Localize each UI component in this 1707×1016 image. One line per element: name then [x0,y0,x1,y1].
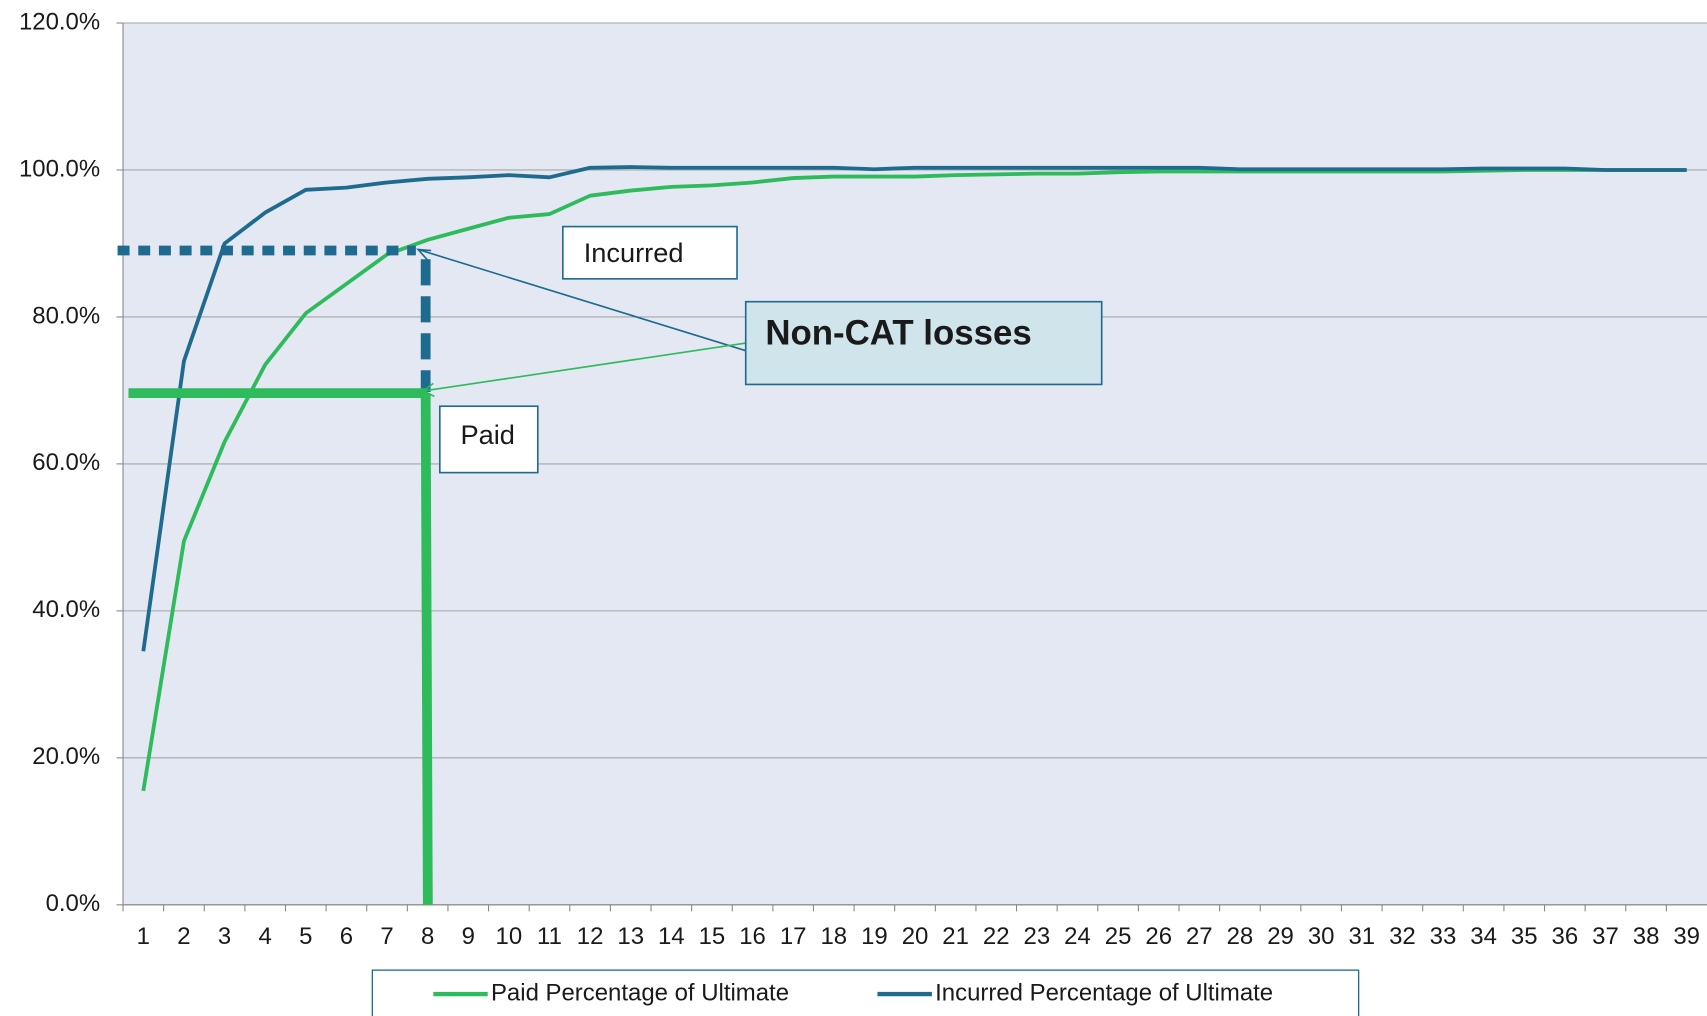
x-tick-label: 27 [1186,923,1213,950]
legend [371,969,1360,1016]
legend-label: Paid Percentage of Ultimate [491,979,789,1006]
x-tick-label: 10 [496,923,523,950]
x-tick-label: 12 [577,923,604,950]
y-tick-label: 0.0% [46,890,101,917]
series-line [141,165,1687,652]
x-tick-label: 2 [177,923,190,950]
x-tick-label: 39 [1673,923,1700,950]
x-tick-label: 35 [1511,923,1538,950]
x-tick-label: 28 [1227,923,1254,950]
y-tick-label: 80.0% [32,302,100,329]
x-tick-label: 22 [983,923,1010,950]
x-tick-label: 14 [658,923,685,950]
x-tick-label: 17 [780,923,807,950]
x-tick-label: 13 [617,923,644,950]
arrowhead [416,248,432,261]
x-tick-label: 30 [1308,923,1335,950]
x-tick-label: 6 [340,923,353,950]
x-tick-label: 37 [1592,923,1619,950]
x-tick-label: 34 [1470,923,1497,950]
y-tick-label: 60.0% [32,449,100,476]
arrow-incurred [417,248,746,352]
x-tick-label: 9 [462,923,475,950]
x-tick-label: 21 [942,923,969,950]
paid-drop [420,393,433,905]
y-tick-label: 20.0% [32,743,100,770]
x-tick-label: 31 [1348,923,1375,950]
lines [141,165,1687,792]
legend-label: Incurred Percentage of Ultimate [935,979,1273,1006]
x-tick-label: 20 [902,923,929,950]
y-tick-label: 100.0% [19,155,100,182]
annotation: Paid [460,419,514,450]
y-tick-label: 40.0% [32,596,100,623]
annotation-box [744,300,1103,386]
x-tick-label: 33 [1430,923,1457,950]
annotation-box [438,405,539,474]
legend-items: Paid Percentage of Ultimate Incurred Perc… [433,979,1273,1006]
x-tick-label: 29 [1267,923,1294,950]
x-tick-label: 25 [1105,923,1132,950]
x-tick-label: 8 [421,923,434,950]
x-tick-label: 24 [1064,923,1091,950]
annotation: Incurred [584,237,684,268]
x-tick-label: 32 [1389,923,1416,950]
annotation-box [562,225,738,280]
x-tick-label: 7 [380,923,393,950]
x-tick-label: 36 [1552,923,1579,950]
annotation: Non-CAT losses [765,314,1031,353]
x-tick-label: 38 [1633,923,1660,950]
x-tick-label: 5 [299,923,312,950]
x-tick-label: 16 [739,923,766,950]
arrowhead [421,382,435,398]
arrow-paid [423,342,746,392]
x-tick-label: 3 [218,923,231,950]
x-tick-label: 23 [1024,923,1051,950]
x-tick-label: 19 [861,923,888,950]
series-line [141,168,1687,792]
x-tick-label: 26 [1145,923,1172,950]
x-tick-label: 11 [537,923,562,950]
x-tick-label: 18 [820,923,847,950]
x-tick-label: 15 [699,923,726,950]
x-tick-label: 4 [259,923,272,950]
y-tick-label: 120.0% [19,8,100,35]
x-tick-label: 1 [137,923,150,950]
